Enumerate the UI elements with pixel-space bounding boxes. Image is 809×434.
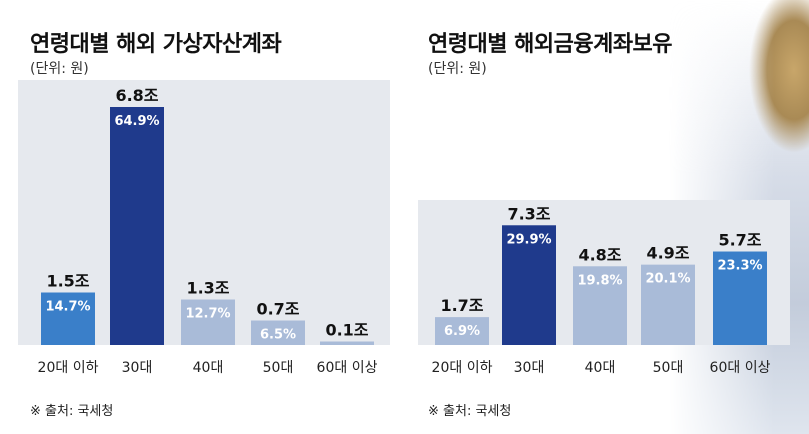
bar-3	[251, 320, 305, 345]
bar-chart: 1.7조 6.9% 20대 이하 7.3조 29.9% 30대 4.8조 19.8% 40대 4.…	[432, 204, 771, 376]
unit-label: (단위: 원)	[30, 61, 89, 77]
chart-title: 연령대별 해외금융계좌보유	[428, 32, 673, 57]
bar-0	[435, 317, 489, 345]
bar-2	[573, 266, 627, 345]
percent-label-4: 23.3%	[717, 259, 762, 274]
percent-label-4: 1.2%	[329, 349, 365, 364]
bar-3	[641, 264, 695, 345]
percent-label-3: 20.1%	[645, 272, 690, 287]
value-label-0: 1.7조	[440, 296, 483, 315]
percent-label-0: 6.9%	[444, 324, 480, 339]
category-label-0: 20대 이하	[432, 360, 493, 376]
category-label-3: 50대	[653, 360, 684, 376]
bar-4	[713, 251, 767, 345]
value-label-4: 5.7조	[718, 231, 761, 250]
percent-label-1: 29.9%	[506, 232, 551, 247]
percent-label-3: 6.5%	[260, 328, 296, 343]
chart-panel-left: 연령대별 해외 가상자산계좌 (단위: 원) 1.5조 14.7% 20대 이하 6.…	[0, 0, 400, 434]
category-label-4: 60대 이상	[317, 360, 378, 376]
value-label-0: 1.5조	[46, 272, 89, 291]
value-label-2: 1.3조	[186, 279, 229, 298]
value-label-2: 4.8조	[578, 245, 621, 264]
value-label-4: 0.1조	[325, 321, 368, 340]
category-label-0: 20대 이하	[38, 360, 99, 376]
percent-label-0: 14.7%	[45, 300, 90, 315]
unit-label: (단위: 원)	[428, 61, 487, 77]
category-label-4: 60대 이상	[710, 360, 771, 376]
bar-0	[41, 292, 95, 345]
chart-panel-right: 연령대별 해외금융계좌보유 (단위: 원) 1.7조 6.9% 20대 이하 7.3조…	[400, 0, 809, 434]
percent-label-1: 64.9%	[114, 114, 159, 129]
value-label-1: 7.3조	[507, 204, 550, 223]
bar-chart: 1.5조 14.7% 20대 이하 6.8조 64.9% 30대 1.3조 12.7% 40대 0…	[38, 86, 378, 376]
percent-label-2: 12.7%	[185, 307, 230, 322]
source-label: ※ 출처: 국세청	[30, 404, 114, 419]
bar-1	[502, 225, 556, 345]
category-label-2: 40대	[193, 360, 224, 376]
bar-2	[181, 299, 235, 345]
category-label-3: 50대	[263, 360, 294, 376]
percent-label-2: 19.8%	[577, 273, 622, 288]
source-label: ※ 출처: 국세청	[428, 404, 512, 419]
value-label-3: 4.9조	[646, 244, 689, 263]
bar-4	[320, 341, 374, 345]
category-label-1: 30대	[514, 360, 545, 376]
category-label-1: 30대	[122, 360, 153, 376]
chart-title: 연령대별 해외 가상자산계좌	[30, 32, 282, 57]
value-label-1: 6.8조	[115, 86, 158, 105]
bar-1	[110, 107, 164, 345]
category-label-2: 40대	[585, 360, 616, 376]
value-label-3: 0.7조	[256, 300, 299, 319]
